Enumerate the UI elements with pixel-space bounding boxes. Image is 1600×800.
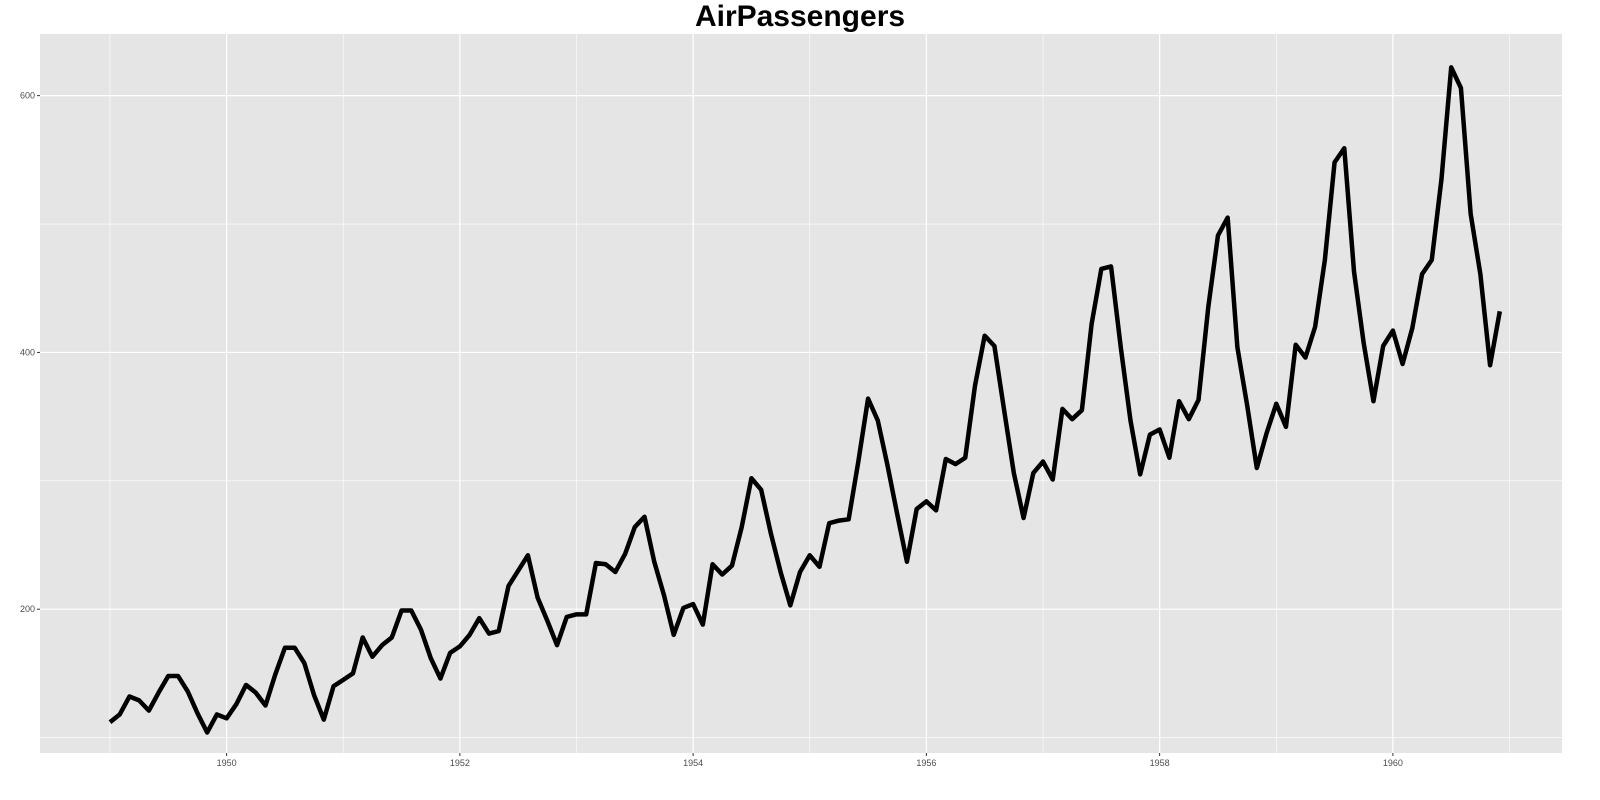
y-tick-label: 200: [20, 604, 35, 614]
axis-ticks: [37, 95, 1394, 756]
x-tick-label: 1954: [683, 758, 703, 768]
axis-tick-labels: 1950 1952 1954 1956 1958 1960 200 400 600: [20, 91, 1403, 768]
x-tick-label: 1950: [217, 758, 237, 768]
y-tick-label: 400: [20, 347, 35, 357]
passenger-series-line: [108, 65, 1503, 735]
major-gridlines: [40, 34, 1562, 753]
x-tick-label: 1956: [916, 758, 936, 768]
minor-gridlines: [40, 34, 1562, 753]
x-tick-label: 1958: [1150, 758, 1170, 768]
x-tick-label: 1952: [450, 758, 470, 768]
x-tick-label: 1960: [1383, 758, 1403, 768]
chart-title: AirPassengers: [694, 0, 906, 33]
y-tick-label: 600: [20, 91, 35, 101]
plot-panel: [40, 34, 1562, 753]
